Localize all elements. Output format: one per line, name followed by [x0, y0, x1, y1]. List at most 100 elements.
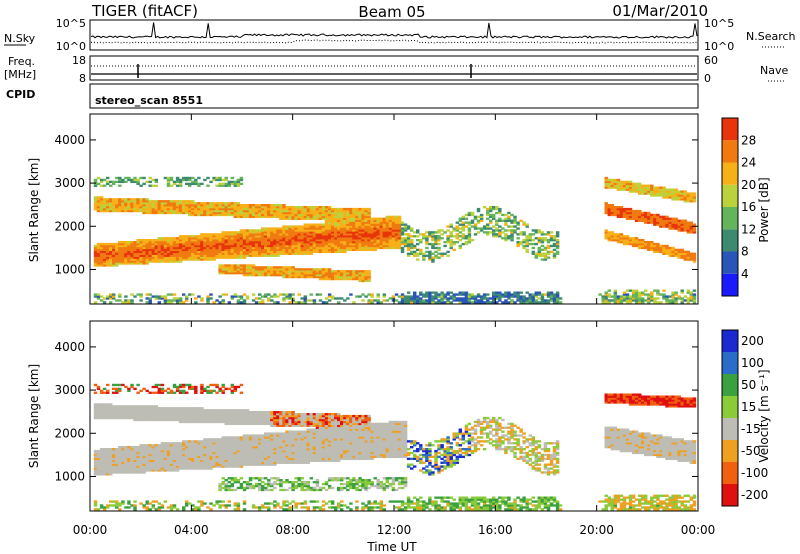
data-cell	[388, 235, 393, 238]
data-cell	[650, 221, 654, 224]
data-cell	[157, 258, 162, 261]
data-cell	[318, 225, 323, 228]
data-cell	[321, 233, 326, 236]
data-cell	[327, 217, 332, 220]
data-cell	[686, 258, 691, 261]
data-cell	[130, 451, 134, 455]
data-cell	[543, 248, 548, 252]
data-cell	[133, 248, 137, 252]
data-cell	[449, 225, 453, 228]
data-cell	[230, 297, 235, 300]
data-cell	[160, 254, 165, 257]
data-cell	[151, 411, 156, 414]
data-cell	[349, 248, 353, 252]
data-cell	[288, 233, 292, 236]
data-cell	[233, 235, 238, 238]
data-cell	[115, 411, 119, 414]
data-cell	[625, 293, 630, 296]
data-cell	[200, 459, 204, 462]
data-cell	[93, 405, 98, 408]
data-cell	[510, 293, 514, 296]
data-cell	[647, 184, 651, 187]
data-cell	[182, 211, 186, 215]
data-cell	[634, 184, 639, 187]
data-cell	[118, 446, 122, 449]
data-cell	[239, 264, 244, 267]
data-cell	[270, 211, 274, 215]
data-cell	[428, 250, 432, 254]
data-cell	[604, 180, 608, 184]
data-cell	[96, 250, 101, 254]
data-cell	[318, 277, 323, 281]
data-cell	[127, 387, 131, 391]
data-cell	[303, 237, 308, 240]
data-cell	[452, 242, 456, 246]
data-cell	[157, 301, 162, 304]
data-cell	[321, 241, 326, 244]
data-cell	[145, 198, 149, 201]
data-cell	[191, 442, 195, 445]
data-cell	[151, 246, 156, 250]
data-cell	[188, 451, 192, 455]
data-cell	[127, 241, 131, 244]
data-cell	[200, 252, 204, 255]
data-cell	[540, 241, 545, 244]
data-cell	[546, 301, 551, 304]
data-cell	[124, 241, 128, 244]
data-cell	[188, 414, 192, 418]
data-cell	[102, 411, 107, 414]
data-cell	[172, 385, 177, 389]
data-cell	[303, 250, 308, 254]
data-cell	[467, 299, 472, 302]
data-cell	[622, 213, 627, 217]
data-cell	[282, 215, 286, 219]
data-cell	[644, 246, 648, 250]
data-cell	[145, 180, 149, 184]
data-cell	[367, 231, 371, 234]
data-cell	[382, 219, 387, 222]
data-cell	[102, 467, 107, 470]
data-cell	[337, 207, 341, 211]
data-cell	[367, 233, 371, 236]
data-cell	[166, 239, 171, 242]
data-cell	[166, 250, 171, 254]
data-cell	[133, 449, 137, 453]
data-cell	[267, 272, 271, 275]
data-cell	[148, 444, 152, 447]
data-cell	[178, 235, 183, 238]
data-cell	[537, 239, 542, 242]
data-cell	[115, 260, 119, 263]
data-cell	[449, 291, 453, 294]
data-cell	[221, 233, 225, 236]
data-cell	[157, 252, 162, 255]
data-cell	[510, 235, 514, 238]
data-cell	[99, 407, 104, 410]
data-cell	[242, 268, 247, 271]
data-cell	[507, 295, 511, 298]
data-cell	[388, 233, 393, 236]
y-tick-label: 3000	[54, 176, 85, 190]
data-cell	[136, 178, 140, 182]
data-cell	[121, 449, 125, 453]
data-cell	[239, 237, 244, 240]
data-cell	[203, 250, 207, 254]
data-cell	[692, 252, 697, 255]
data-cell	[470, 221, 475, 224]
data-cell	[337, 250, 341, 254]
data-cell	[671, 299, 675, 302]
data-cell	[166, 182, 171, 186]
data-cell	[142, 250, 146, 254]
data-cell	[662, 219, 666, 222]
data-cell	[403, 223, 408, 226]
data-cell	[191, 242, 195, 246]
data-cell	[276, 268, 280, 271]
data-cell	[297, 301, 301, 304]
data-cell	[367, 207, 371, 211]
data-cell	[209, 248, 213, 252]
data-cell	[157, 459, 162, 462]
data-cell	[285, 207, 289, 211]
data-cell	[200, 248, 204, 252]
data-cell	[239, 256, 244, 259]
data-cell	[340, 207, 344, 211]
data-cell	[251, 246, 256, 250]
